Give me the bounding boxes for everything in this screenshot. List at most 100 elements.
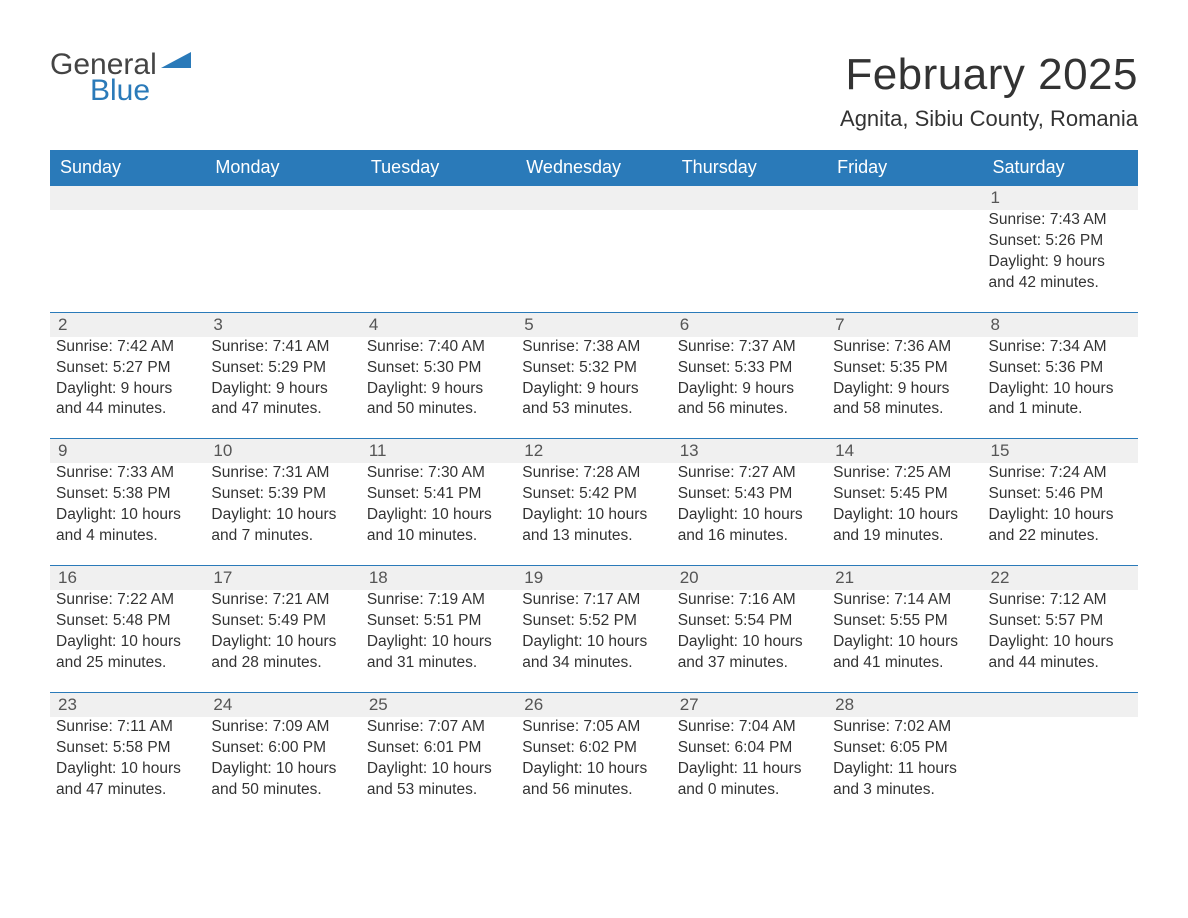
day-cell: Sunrise: 7:07 AMSunset: 6:01 PMDaylight:…	[361, 717, 516, 819]
daylight-text: Daylight: 10 hours and 50 minutes.	[211, 759, 354, 801]
daylight-text: Daylight: 10 hours and 4 minutes.	[56, 505, 199, 547]
sunset-text: Sunset: 5:36 PM	[989, 358, 1132, 379]
day-number-cell: 25	[361, 692, 516, 717]
daylight-text: Daylight: 10 hours and 16 minutes.	[678, 505, 821, 547]
daylight-text: Daylight: 10 hours and 37 minutes.	[678, 632, 821, 674]
sunrise-text: Sunrise: 7:21 AM	[211, 590, 354, 611]
sunset-text: Sunset: 5:57 PM	[989, 611, 1132, 632]
daylight-text: Daylight: 11 hours and 3 minutes.	[833, 759, 976, 801]
day-cell: Sunrise: 7:34 AMSunset: 5:36 PMDaylight:…	[983, 337, 1138, 439]
sunrise-text: Sunrise: 7:25 AM	[833, 463, 976, 484]
day-number-cell: 13	[672, 439, 827, 464]
logo-blue-label: Blue	[90, 76, 193, 106]
day-number-cell	[205, 186, 360, 211]
daylight-text: Daylight: 10 hours and 31 minutes.	[367, 632, 510, 674]
sunset-text: Sunset: 5:32 PM	[522, 358, 665, 379]
day-cell: Sunrise: 7:04 AMSunset: 6:04 PMDaylight:…	[672, 717, 827, 819]
sunset-text: Sunset: 5:26 PM	[989, 231, 1132, 252]
day-number-cell: 27	[672, 692, 827, 717]
sunset-text: Sunset: 5:29 PM	[211, 358, 354, 379]
day-cell: Sunrise: 7:21 AMSunset: 5:49 PMDaylight:…	[205, 590, 360, 692]
day-cell: Sunrise: 7:28 AMSunset: 5:42 PMDaylight:…	[516, 463, 671, 565]
day-number-cell: 18	[361, 566, 516, 591]
sunset-text: Sunset: 5:52 PM	[522, 611, 665, 632]
daylight-text: Daylight: 10 hours and 1 minute.	[989, 379, 1132, 421]
day-number-cell: 4	[361, 312, 516, 337]
day-number-cell: 22	[983, 566, 1138, 591]
day-cell: Sunrise: 7:36 AMSunset: 5:35 PMDaylight:…	[827, 337, 982, 439]
day-header: Friday	[827, 150, 982, 186]
week-row: Sunrise: 7:22 AMSunset: 5:48 PMDaylight:…	[50, 590, 1138, 692]
day-number-cell	[827, 186, 982, 211]
day-number-cell: 28	[827, 692, 982, 717]
sunrise-text: Sunrise: 7:34 AM	[989, 337, 1132, 358]
day-number-cell: 3	[205, 312, 360, 337]
day-number-cell: 23	[50, 692, 205, 717]
sunset-text: Sunset: 5:45 PM	[833, 484, 976, 505]
calendar-table: SundayMondayTuesdayWednesdayThursdayFrid…	[50, 150, 1138, 818]
day-cell: Sunrise: 7:43 AMSunset: 5:26 PMDaylight:…	[983, 210, 1138, 312]
day-cell: Sunrise: 7:42 AMSunset: 5:27 PMDaylight:…	[50, 337, 205, 439]
sunrise-text: Sunrise: 7:09 AM	[211, 717, 354, 738]
sunrise-text: Sunrise: 7:28 AM	[522, 463, 665, 484]
day-number-row: 2345678	[50, 312, 1138, 337]
day-cell	[50, 210, 205, 312]
sunset-text: Sunset: 6:04 PM	[678, 738, 821, 759]
day-cell: Sunrise: 7:40 AMSunset: 5:30 PMDaylight:…	[361, 337, 516, 439]
daylight-text: Daylight: 10 hours and 25 minutes.	[56, 632, 199, 674]
sunrise-text: Sunrise: 7:38 AM	[522, 337, 665, 358]
day-number-cell	[516, 186, 671, 211]
day-cell	[672, 210, 827, 312]
week-row: Sunrise: 7:42 AMSunset: 5:27 PMDaylight:…	[50, 337, 1138, 439]
daylight-text: Daylight: 10 hours and 7 minutes.	[211, 505, 354, 547]
sunrise-text: Sunrise: 7:12 AM	[989, 590, 1132, 611]
day-cell	[983, 717, 1138, 819]
daylight-text: Daylight: 10 hours and 41 minutes.	[833, 632, 976, 674]
sunset-text: Sunset: 5:48 PM	[56, 611, 199, 632]
sunset-text: Sunset: 5:41 PM	[367, 484, 510, 505]
day-number-row: 16171819202122	[50, 566, 1138, 591]
day-cell: Sunrise: 7:17 AMSunset: 5:52 PMDaylight:…	[516, 590, 671, 692]
sunset-text: Sunset: 5:35 PM	[833, 358, 976, 379]
sunrise-text: Sunrise: 7:05 AM	[522, 717, 665, 738]
sunset-text: Sunset: 5:46 PM	[989, 484, 1132, 505]
day-number-cell	[50, 186, 205, 211]
sunset-text: Sunset: 5:39 PM	[211, 484, 354, 505]
sunset-text: Sunset: 5:51 PM	[367, 611, 510, 632]
month-title: February 2025	[840, 50, 1138, 100]
logo: General Blue	[50, 50, 193, 106]
day-cell	[516, 210, 671, 312]
daylight-text: Daylight: 9 hours and 44 minutes.	[56, 379, 199, 421]
sunrise-text: Sunrise: 7:31 AM	[211, 463, 354, 484]
daylight-text: Daylight: 10 hours and 13 minutes.	[522, 505, 665, 547]
day-number-cell: 10	[205, 439, 360, 464]
day-cell: Sunrise: 7:31 AMSunset: 5:39 PMDaylight:…	[205, 463, 360, 565]
day-number-row: 1	[50, 186, 1138, 211]
day-cell: Sunrise: 7:16 AMSunset: 5:54 PMDaylight:…	[672, 590, 827, 692]
sunset-text: Sunset: 5:42 PM	[522, 484, 665, 505]
day-cell: Sunrise: 7:09 AMSunset: 6:00 PMDaylight:…	[205, 717, 360, 819]
day-cell: Sunrise: 7:14 AMSunset: 5:55 PMDaylight:…	[827, 590, 982, 692]
day-header: Wednesday	[516, 150, 671, 186]
daylight-text: Daylight: 10 hours and 19 minutes.	[833, 505, 976, 547]
day-cell: Sunrise: 7:25 AMSunset: 5:45 PMDaylight:…	[827, 463, 982, 565]
daylight-text: Daylight: 10 hours and 53 minutes.	[367, 759, 510, 801]
day-number-cell: 11	[361, 439, 516, 464]
sunrise-text: Sunrise: 7:40 AM	[367, 337, 510, 358]
day-cell: Sunrise: 7:22 AMSunset: 5:48 PMDaylight:…	[50, 590, 205, 692]
daylight-text: Daylight: 10 hours and 47 minutes.	[56, 759, 199, 801]
header: General Blue February 2025 Agnita, Sibiu…	[50, 50, 1138, 132]
sunrise-text: Sunrise: 7:42 AM	[56, 337, 199, 358]
day-cell: Sunrise: 7:24 AMSunset: 5:46 PMDaylight:…	[983, 463, 1138, 565]
sunrise-text: Sunrise: 7:19 AM	[367, 590, 510, 611]
day-cell	[205, 210, 360, 312]
day-number-cell: 20	[672, 566, 827, 591]
day-number-cell: 14	[827, 439, 982, 464]
day-header-row: SundayMondayTuesdayWednesdayThursdayFrid…	[50, 150, 1138, 186]
sunrise-text: Sunrise: 7:30 AM	[367, 463, 510, 484]
sunrise-text: Sunrise: 7:24 AM	[989, 463, 1132, 484]
day-number-cell: 9	[50, 439, 205, 464]
title-block: February 2025 Agnita, Sibiu County, Roma…	[840, 50, 1138, 132]
day-number-cell: 2	[50, 312, 205, 337]
sunrise-text: Sunrise: 7:16 AM	[678, 590, 821, 611]
